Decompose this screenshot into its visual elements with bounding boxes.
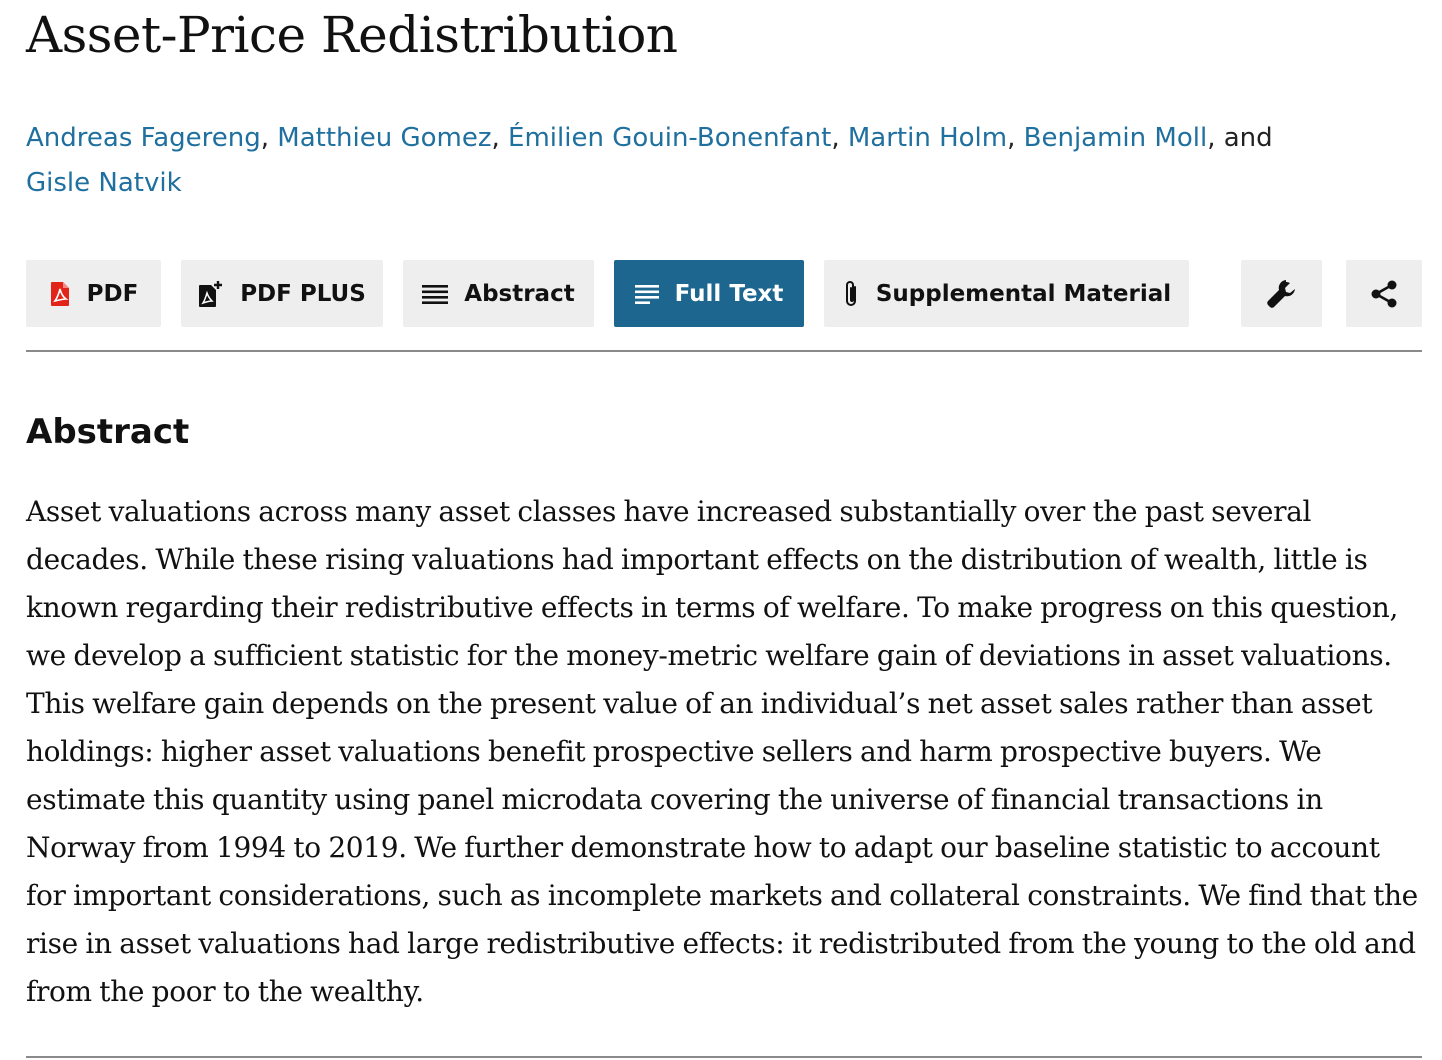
pdf-button-label: PDF (86, 280, 139, 307)
abstract-tab-label: Abstract (464, 280, 575, 307)
author-separator: , (1007, 123, 1024, 153)
text-lines-icon (634, 284, 659, 304)
supplemental-material-button[interactable]: Supplemental Material (824, 260, 1189, 327)
author-separator: , (260, 123, 278, 153)
toolbar-divider (26, 350, 1422, 352)
pdf-plus-button[interactable]: PDF PLUS (181, 260, 383, 327)
author-link[interactable]: Émilien Gouin-Bonenfant (508, 123, 832, 153)
pdf-plus-button-label: PDF PLUS (240, 280, 366, 307)
full-text-tab-button[interactable]: Full Text (614, 260, 804, 327)
author-separator: , (831, 123, 848, 153)
share-icon (1369, 279, 1399, 309)
wrench-icon (1265, 277, 1299, 311)
abstract-tab-button[interactable]: Abstract (403, 260, 594, 327)
author-link[interactable]: Benjamin Moll (1023, 123, 1208, 153)
author-conjunction: , and (1207, 123, 1273, 153)
pdf-file-icon (49, 281, 71, 307)
article-title: Asset-Price Redistribution (26, 6, 678, 64)
abstract-heading: Abstract (26, 412, 190, 452)
abstract-text: Asset valuations across many asset class… (26, 495, 1418, 1008)
full-text-tab-label: Full Text (674, 280, 784, 307)
pdf-button[interactable]: PDF (26, 260, 161, 327)
author-link[interactable]: Martin Holm (847, 123, 1008, 153)
author-link[interactable]: Matthieu Gomez (277, 123, 492, 153)
tools-button[interactable] (1241, 260, 1322, 327)
supplemental-material-label: Supplemental Material (875, 280, 1172, 307)
author-list: Andreas Fagereng, Matthieu Gomez, Émilie… (26, 116, 1326, 206)
article-toolbar: PDF PDF PLUS Abstract (26, 260, 1422, 327)
paperclip-icon (842, 279, 860, 309)
author-link[interactable]: Andreas Fagereng (26, 123, 261, 153)
section-divider (26, 1056, 1422, 1058)
pdf-plus-icon (198, 280, 224, 308)
author-separator: , (491, 123, 509, 153)
share-button[interactable] (1346, 260, 1422, 327)
lines-icon (422, 284, 449, 304)
author-link[interactable]: Gisle Natvik (26, 168, 182, 198)
